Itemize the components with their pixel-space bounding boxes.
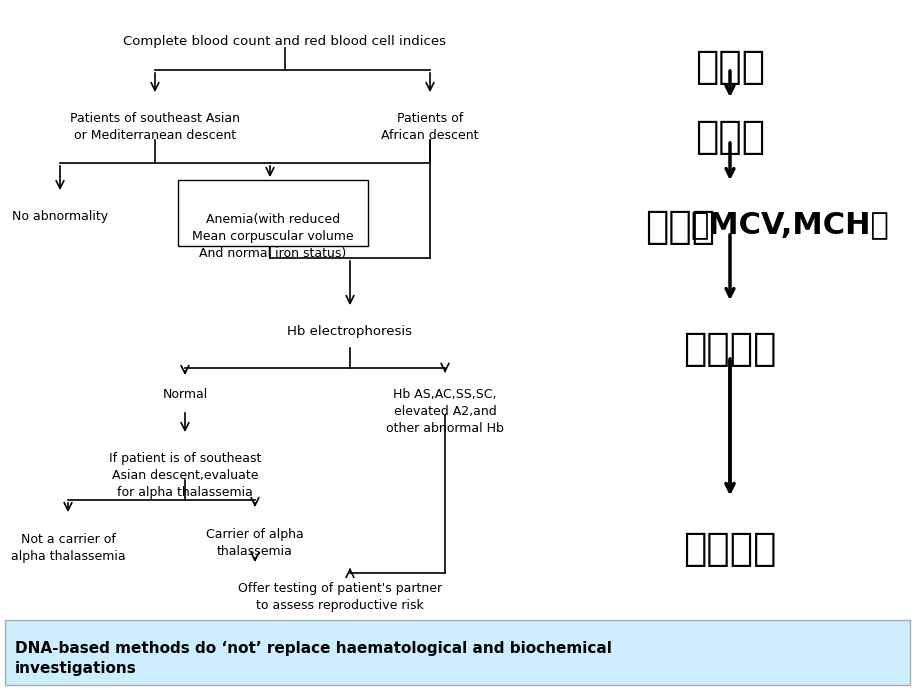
Text: Offer testing of patient's partner
to assess reproductive risk: Offer testing of patient's partner to as… xyxy=(238,582,442,612)
Text: 形态学: 形态学 xyxy=(694,48,765,86)
Text: Not a carrier of
alpha thalassemia: Not a carrier of alpha thalassemia xyxy=(11,533,125,563)
Text: 血常规: 血常规 xyxy=(644,208,714,246)
Text: No abnormality: No abnormality xyxy=(12,210,108,223)
Text: Patients of southeast Asian
or Mediterranean descent: Patients of southeast Asian or Mediterra… xyxy=(70,112,240,142)
Text: Normal: Normal xyxy=(162,388,208,401)
Text: 生化检测: 生化检测 xyxy=(683,330,776,368)
Text: Hb AS,AC,SS,SC,
elevated A2,and
other abnormal Hb: Hb AS,AC,SS,SC, elevated A2,and other ab… xyxy=(386,388,504,435)
Bar xyxy=(177,180,368,246)
Text: Anemia(with reduced
Mean corpuscular volume
And normal iron status): Anemia(with reduced Mean corpuscular vol… xyxy=(192,213,354,260)
Bar xyxy=(5,620,909,685)
Text: If patient is of southeast
Asian descent,evaluate
for alpha thalassemia: If patient is of southeast Asian descent… xyxy=(108,452,261,499)
Text: investigations: investigations xyxy=(15,661,137,676)
Text: 基因检测: 基因检测 xyxy=(683,530,776,568)
Text: Hb electrophoresis: Hb electrophoresis xyxy=(287,325,412,338)
Text: DNA-based methods do ‘not’ replace haematological and biochemical: DNA-based methods do ‘not’ replace haema… xyxy=(15,641,611,656)
Text: Carrier of alpha
thalassemia: Carrier of alpha thalassemia xyxy=(206,528,303,558)
Text: Complete blood count and red blood cell indices: Complete blood count and red blood cell … xyxy=(123,35,446,48)
Text: （MCV,MCH）: （MCV,MCH） xyxy=(690,210,889,239)
Text: Patients of
African descent: Patients of African descent xyxy=(380,112,478,142)
Text: 家族史: 家族史 xyxy=(694,118,765,156)
